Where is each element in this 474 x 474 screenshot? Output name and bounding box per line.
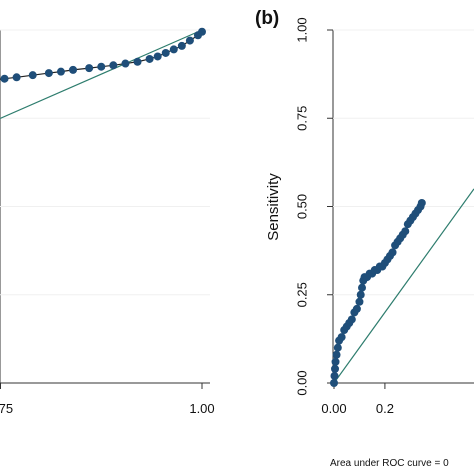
panel-b-label: (b) xyxy=(255,8,279,29)
y-tick-label: 0.25 xyxy=(294,282,309,307)
roc-point xyxy=(358,283,366,292)
panel-a: 0.75 1.00 xyxy=(0,27,215,416)
roc-point xyxy=(333,343,342,352)
y-tick-label: 1.00 xyxy=(294,17,309,42)
x-tick-label: 1.00 xyxy=(189,401,214,416)
panel-b-y-ticks: 0.00 0.25 0.50 0.75 1.00 xyxy=(294,17,333,396)
roc-point xyxy=(185,36,194,45)
panel-b-gridlines xyxy=(333,29,474,296)
roc-point xyxy=(355,297,364,306)
roc-point xyxy=(12,73,21,82)
panel-a-roc-curve xyxy=(0,27,206,83)
roc-point xyxy=(44,69,53,78)
roc-point xyxy=(401,227,410,236)
panel-b: (b) Sensitivity 0.00 0.25 0.50 0.75 1.00 0.0… xyxy=(255,8,474,469)
roc-point xyxy=(145,54,154,63)
roc-point xyxy=(153,52,162,61)
panel-b-annotation: Area under ROC curve = 0 xyxy=(330,458,449,469)
x-tick-label: 0.75 xyxy=(0,401,13,416)
y-tick-label: 0.50 xyxy=(294,194,309,219)
roc-point xyxy=(330,371,339,380)
y-tick-label: 0.00 xyxy=(294,370,309,395)
panel-b-roc-curve xyxy=(330,198,426,387)
panel-a-x-ticks: 0.75 1.00 xyxy=(0,383,215,416)
roc-point xyxy=(337,333,346,342)
roc-point xyxy=(356,290,365,299)
y-tick-label: 0.75 xyxy=(294,106,309,131)
panel-b-reference-line xyxy=(333,188,474,384)
roc-point xyxy=(109,61,118,70)
roc-point xyxy=(417,198,426,207)
roc-point xyxy=(169,45,178,54)
roc-point xyxy=(0,74,9,83)
roc-point xyxy=(133,57,142,66)
roc-point xyxy=(56,67,65,76)
reference-diagonal xyxy=(333,188,474,384)
roc-point xyxy=(331,357,340,366)
roc-point xyxy=(331,364,340,373)
roc-point xyxy=(352,304,361,313)
roc-point xyxy=(330,379,338,387)
roc-point xyxy=(69,65,78,74)
roc-point xyxy=(97,62,106,71)
roc-point xyxy=(85,64,94,73)
x-tick-label: 0.00 xyxy=(321,401,346,416)
panel-b-y-axis-title: Sensitivity xyxy=(265,173,282,241)
roc-point xyxy=(177,41,186,50)
roc-point xyxy=(198,27,206,36)
roc-point xyxy=(28,71,37,80)
roc-point xyxy=(332,350,341,359)
panel-b-x-ticks: 0.00 0.2 xyxy=(321,383,394,416)
roc-point xyxy=(161,48,170,57)
x-tick-label: 0.2 xyxy=(376,401,394,416)
panel-a-gridlines xyxy=(0,29,210,296)
roc-point xyxy=(121,59,130,68)
roc-point xyxy=(347,315,356,324)
roc-point xyxy=(388,248,397,257)
